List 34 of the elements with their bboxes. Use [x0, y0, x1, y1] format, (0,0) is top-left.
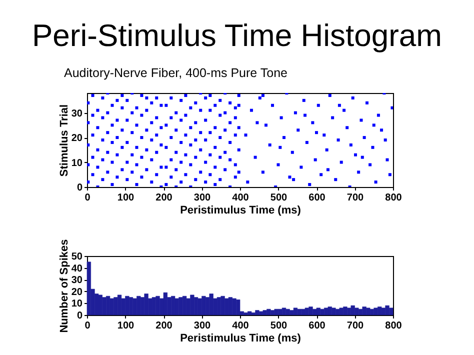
- y-tick-label: 10: [71, 298, 83, 310]
- x-axis-title: Peristimulus Time (ms): [180, 204, 302, 216]
- y-tick-label: 40: [71, 263, 83, 274]
- y-axis-title: Stimulus Trial: [58, 104, 70, 177]
- x-tick-label: 300: [194, 192, 212, 204]
- chart-subtitle: Auditory-Nerve Fiber, 400-ms Pure Tone: [64, 66, 288, 80]
- x-tick-label: 100: [117, 320, 135, 332]
- y-tick-label: 0: [76, 182, 83, 194]
- x-tick-label: 700: [346, 320, 364, 332]
- x-tick-label: 300: [194, 320, 212, 332]
- y-tick-label: 20: [71, 286, 83, 298]
- x-tick-label: 700: [346, 192, 364, 204]
- y-axis-title: Number of Spikes: [58, 239, 70, 333]
- x-tick-label: 600: [308, 320, 326, 332]
- x-tick-label: 0: [84, 320, 91, 332]
- x-tick-label: 800: [385, 192, 402, 204]
- y-tick-label: 0: [76, 310, 83, 322]
- y-tick-label: 10: [71, 158, 83, 169]
- x-axis-title: Peristimulus Time (ms): [180, 332, 302, 344]
- y-tick-label: 30: [71, 108, 83, 120]
- x-tick-label: 400: [232, 320, 250, 332]
- x-tick-label: 500: [270, 320, 288, 332]
- x-tick-label: 200: [156, 320, 173, 332]
- x-tick-label: 100: [117, 192, 135, 204]
- x-tick-label: 400: [232, 192, 250, 204]
- x-tick-label: 500: [270, 192, 288, 204]
- y-tick-label: 50: [71, 252, 83, 262]
- chart-title: Peri-Stimulus Time Histogram: [31, 18, 443, 54]
- y-tick-label: 30: [71, 275, 83, 286]
- y-tick-label: 20: [71, 133, 83, 144]
- x-tick-label: 600: [308, 192, 326, 204]
- x-tick-label: 0: [84, 192, 91, 204]
- x-tick-label: 800: [385, 320, 402, 332]
- x-tick-label: 200: [156, 192, 173, 204]
